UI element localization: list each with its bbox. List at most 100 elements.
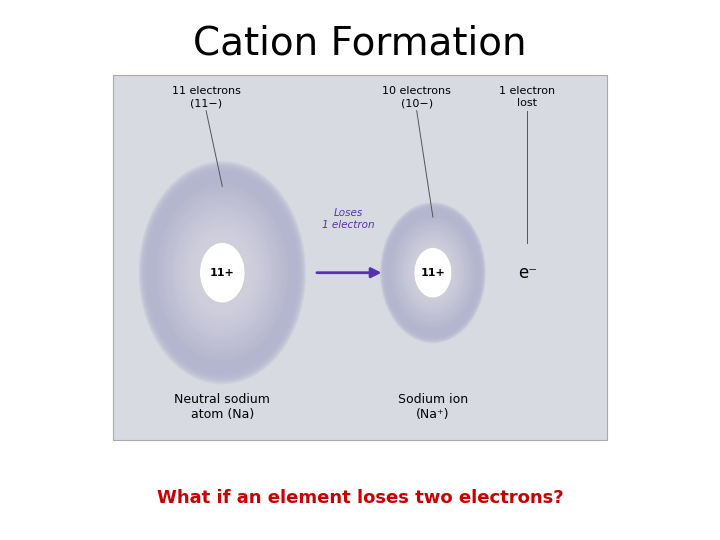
Ellipse shape bbox=[197, 239, 248, 306]
Ellipse shape bbox=[386, 210, 480, 335]
Ellipse shape bbox=[175, 210, 269, 335]
Ellipse shape bbox=[415, 248, 451, 298]
Ellipse shape bbox=[147, 172, 297, 373]
Ellipse shape bbox=[156, 184, 289, 362]
Ellipse shape bbox=[393, 220, 472, 326]
Ellipse shape bbox=[410, 242, 455, 303]
Ellipse shape bbox=[382, 205, 484, 341]
Ellipse shape bbox=[179, 215, 265, 330]
Ellipse shape bbox=[149, 175, 295, 370]
Ellipse shape bbox=[171, 204, 274, 341]
Ellipse shape bbox=[402, 231, 464, 314]
Ellipse shape bbox=[381, 203, 485, 342]
Ellipse shape bbox=[151, 178, 294, 368]
Ellipse shape bbox=[163, 193, 282, 352]
Ellipse shape bbox=[401, 231, 464, 315]
Ellipse shape bbox=[169, 201, 276, 344]
Ellipse shape bbox=[394, 221, 472, 325]
Ellipse shape bbox=[202, 245, 243, 301]
Ellipse shape bbox=[188, 227, 257, 319]
Ellipse shape bbox=[398, 226, 468, 320]
Ellipse shape bbox=[176, 211, 269, 334]
Ellipse shape bbox=[410, 242, 456, 303]
Ellipse shape bbox=[174, 208, 271, 337]
Ellipse shape bbox=[392, 218, 474, 327]
Ellipse shape bbox=[168, 200, 276, 345]
Ellipse shape bbox=[181, 217, 264, 328]
Ellipse shape bbox=[397, 225, 469, 320]
Ellipse shape bbox=[198, 241, 246, 305]
Ellipse shape bbox=[395, 221, 472, 324]
Ellipse shape bbox=[404, 234, 462, 312]
Ellipse shape bbox=[166, 197, 279, 348]
Ellipse shape bbox=[400, 228, 466, 317]
Ellipse shape bbox=[402, 232, 464, 313]
Ellipse shape bbox=[411, 244, 455, 302]
Text: 11+: 11+ bbox=[210, 268, 235, 278]
Ellipse shape bbox=[390, 214, 477, 331]
Ellipse shape bbox=[183, 220, 262, 326]
Ellipse shape bbox=[385, 209, 480, 336]
Ellipse shape bbox=[156, 185, 288, 361]
Ellipse shape bbox=[195, 237, 250, 309]
Ellipse shape bbox=[415, 249, 451, 296]
Text: Neutral sodium
atom (Na): Neutral sodium atom (Na) bbox=[174, 393, 270, 421]
Ellipse shape bbox=[170, 203, 274, 342]
Ellipse shape bbox=[419, 254, 447, 291]
Ellipse shape bbox=[161, 192, 283, 354]
Ellipse shape bbox=[420, 255, 446, 291]
Ellipse shape bbox=[139, 161, 306, 384]
Ellipse shape bbox=[399, 228, 467, 318]
Ellipse shape bbox=[160, 189, 285, 356]
Ellipse shape bbox=[158, 187, 286, 358]
Ellipse shape bbox=[199, 242, 246, 303]
Ellipse shape bbox=[382, 204, 485, 341]
Ellipse shape bbox=[186, 225, 258, 320]
Ellipse shape bbox=[396, 224, 470, 322]
Ellipse shape bbox=[144, 168, 301, 377]
Ellipse shape bbox=[420, 256, 446, 289]
Ellipse shape bbox=[403, 233, 463, 312]
Ellipse shape bbox=[380, 202, 486, 343]
Ellipse shape bbox=[405, 235, 461, 310]
Ellipse shape bbox=[391, 217, 474, 328]
Ellipse shape bbox=[413, 245, 454, 300]
Ellipse shape bbox=[388, 213, 478, 333]
Ellipse shape bbox=[408, 239, 458, 306]
Ellipse shape bbox=[413, 246, 453, 299]
Ellipse shape bbox=[412, 245, 454, 301]
Ellipse shape bbox=[397, 224, 469, 321]
Ellipse shape bbox=[409, 241, 456, 305]
Ellipse shape bbox=[181, 218, 263, 327]
Ellipse shape bbox=[186, 224, 259, 321]
Ellipse shape bbox=[150, 177, 294, 369]
Ellipse shape bbox=[395, 222, 471, 323]
Ellipse shape bbox=[389, 214, 477, 332]
Ellipse shape bbox=[406, 238, 459, 308]
Ellipse shape bbox=[382, 206, 483, 340]
Ellipse shape bbox=[142, 165, 303, 380]
Ellipse shape bbox=[196, 238, 248, 308]
Ellipse shape bbox=[418, 252, 448, 293]
Ellipse shape bbox=[417, 252, 449, 294]
Ellipse shape bbox=[173, 207, 271, 338]
Text: 1 electron
lost: 1 electron lost bbox=[500, 86, 555, 108]
Text: Loses
1 electron: Loses 1 electron bbox=[322, 208, 374, 230]
Ellipse shape bbox=[408, 240, 457, 305]
Ellipse shape bbox=[392, 219, 473, 327]
Ellipse shape bbox=[184, 221, 261, 325]
Text: Cation Formation: Cation Formation bbox=[193, 24, 527, 62]
Ellipse shape bbox=[148, 174, 297, 372]
Ellipse shape bbox=[146, 171, 299, 375]
Ellipse shape bbox=[400, 230, 465, 316]
Ellipse shape bbox=[414, 247, 452, 298]
Ellipse shape bbox=[414, 247, 452, 298]
Text: What if an element loses two electrons?: What if an element loses two electrons? bbox=[157, 489, 563, 507]
Ellipse shape bbox=[177, 213, 267, 333]
Ellipse shape bbox=[158, 186, 287, 359]
Ellipse shape bbox=[192, 232, 253, 313]
Ellipse shape bbox=[163, 194, 281, 351]
Text: e⁻: e⁻ bbox=[518, 264, 537, 282]
Ellipse shape bbox=[407, 238, 459, 307]
Ellipse shape bbox=[154, 182, 290, 363]
